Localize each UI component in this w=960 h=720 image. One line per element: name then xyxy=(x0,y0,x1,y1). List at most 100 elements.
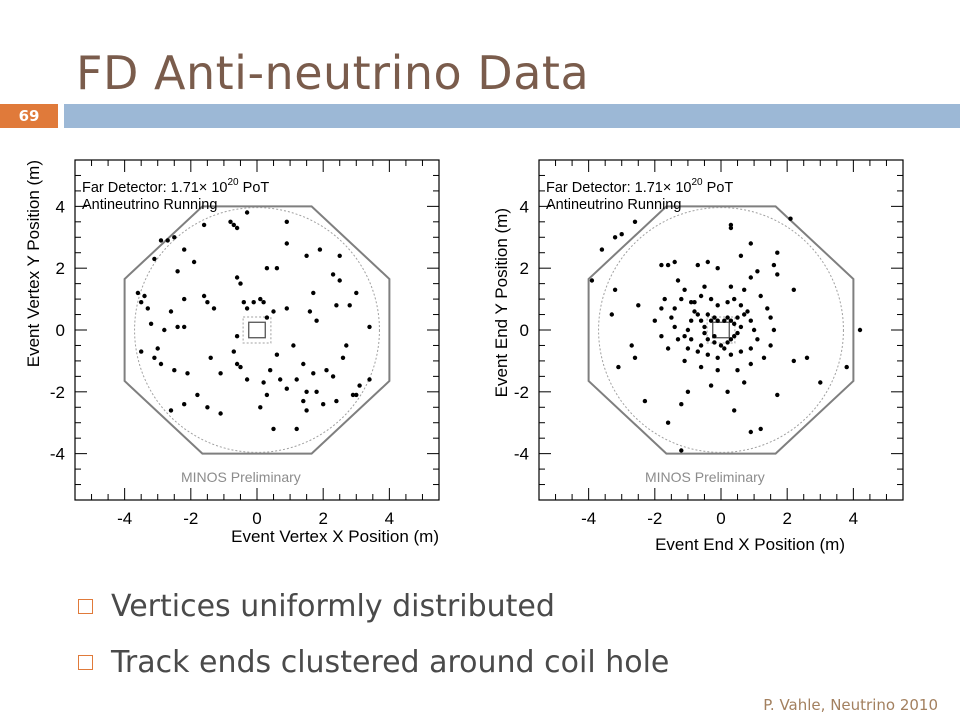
data-point xyxy=(672,259,677,265)
y-tick-label: -2 xyxy=(514,383,529,402)
square-bullet-icon xyxy=(78,598,93,614)
data-point xyxy=(685,389,691,394)
data-point xyxy=(291,343,296,348)
data-point xyxy=(314,389,319,394)
data-point xyxy=(208,355,213,360)
data-point xyxy=(234,361,240,367)
data-point xyxy=(702,324,707,330)
data-point xyxy=(244,377,250,382)
data-point xyxy=(258,405,263,410)
data-point xyxy=(771,262,777,268)
square-bullet-icon xyxy=(78,654,93,670)
data-point xyxy=(685,346,691,351)
data-points xyxy=(589,216,863,453)
data-point xyxy=(728,352,734,357)
data-point xyxy=(324,368,329,373)
data-point xyxy=(748,241,753,246)
axis-ticks xyxy=(75,160,439,500)
data-point xyxy=(682,287,687,292)
data-point xyxy=(182,324,187,330)
data-point xyxy=(244,210,250,215)
data-point xyxy=(619,232,624,237)
data-point xyxy=(612,287,618,292)
data-point xyxy=(234,334,240,339)
data-point xyxy=(162,327,167,333)
data-point xyxy=(307,309,313,314)
data-point xyxy=(715,266,720,271)
data-point xyxy=(742,380,747,385)
data-point xyxy=(284,306,289,311)
footer-citation: P. Vahle, Neutrino 2010 xyxy=(763,696,938,714)
data-point xyxy=(612,235,618,240)
data-point xyxy=(722,346,727,351)
data-point xyxy=(748,361,753,367)
data-point xyxy=(599,247,605,252)
data-point xyxy=(708,318,714,323)
data-point xyxy=(609,312,614,317)
x-tick-label: -4 xyxy=(117,509,132,528)
data-point xyxy=(728,337,734,342)
data-point xyxy=(234,275,240,280)
data-point xyxy=(347,303,352,308)
data-point xyxy=(775,392,780,398)
plot-annotation-line1: Far Detector: 1.71× 1020 PoT xyxy=(82,177,269,196)
data-point xyxy=(712,334,717,339)
data-point xyxy=(304,408,309,413)
bullet-list: Vertices uniformly distributed Track end… xyxy=(78,578,669,690)
data-point xyxy=(715,303,720,308)
data-point xyxy=(689,337,694,342)
data-point xyxy=(201,222,207,228)
data-point xyxy=(284,241,289,246)
data-point xyxy=(695,349,700,354)
data-point xyxy=(264,315,270,320)
data-point xyxy=(145,306,150,311)
data-point xyxy=(771,327,777,333)
data-point xyxy=(715,355,720,360)
y-tick-label: 2 xyxy=(56,259,65,278)
data-point xyxy=(301,361,306,367)
data-point xyxy=(705,352,710,357)
data-point xyxy=(669,315,674,320)
data-point xyxy=(844,364,849,370)
bullet-text: Track ends clustered around coil hole xyxy=(111,644,670,680)
data-point xyxy=(689,318,694,323)
y-tick-label: -4 xyxy=(514,445,529,464)
data-point xyxy=(274,352,280,357)
data-point xyxy=(168,408,174,413)
data-point xyxy=(708,296,714,302)
data-point xyxy=(748,275,753,280)
data-point xyxy=(251,300,256,305)
data-point xyxy=(261,300,266,305)
track-end-scatter-plot: -4 -2 0 2 4 4 2 0 -2 -4 Event End X Posi… xyxy=(492,159,904,554)
data-point xyxy=(738,324,744,330)
watermark: MINOS Preliminary xyxy=(645,469,765,485)
bullet-text: Vertices uniformly distributed xyxy=(111,588,555,624)
data-point xyxy=(238,364,243,370)
data-point xyxy=(135,290,141,296)
data-point xyxy=(357,383,362,388)
data-point xyxy=(231,349,236,354)
coil-hole-outer xyxy=(242,316,272,344)
data-point xyxy=(652,318,657,323)
y-tick-labels: 4 2 0 -2 -4 xyxy=(50,197,65,463)
data-point xyxy=(712,315,717,320)
data-point xyxy=(698,364,704,370)
data-point xyxy=(679,296,684,302)
data-point xyxy=(165,238,170,243)
data-point xyxy=(218,411,223,416)
data-point xyxy=(761,355,767,360)
data-point xyxy=(818,380,823,385)
x-tick-label: 4 xyxy=(849,509,858,528)
fiducial-circle xyxy=(134,207,380,453)
data-point xyxy=(314,318,319,323)
data-point xyxy=(205,300,210,305)
data-point xyxy=(722,318,727,323)
data-point xyxy=(712,340,717,345)
detector-outline xyxy=(123,205,391,455)
data-point xyxy=(330,272,336,277)
data-point xyxy=(334,398,339,404)
plot-annotation-line1: Far Detector: 1.71× 1020 PoT xyxy=(546,177,733,196)
data-point xyxy=(662,296,667,302)
data-point xyxy=(238,281,243,286)
data-point xyxy=(748,318,753,323)
